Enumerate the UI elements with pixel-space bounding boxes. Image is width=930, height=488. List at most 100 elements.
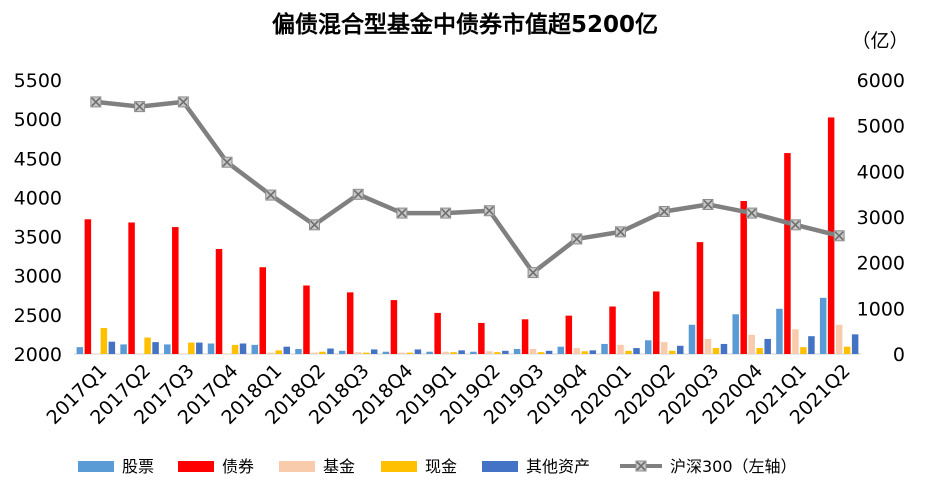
bar-现金 [712, 348, 720, 354]
legend-swatch [279, 461, 315, 472]
line-point [177, 96, 189, 108]
bar-其他资产 [283, 346, 290, 354]
right-tick-label: 5000 [857, 116, 905, 138]
left-tick-label: 3000 [14, 266, 62, 288]
bar-债券 [172, 227, 179, 354]
left-tick-label: 2000 [14, 344, 62, 366]
bar-债券 [259, 267, 266, 354]
bar-债券 [434, 312, 441, 354]
bar-现金 [537, 352, 545, 354]
legend-item: 沪深300（左轴） [620, 457, 797, 476]
line-point [483, 205, 495, 217]
left-tick-label: 3500 [14, 227, 62, 249]
bar-基金 [311, 352, 318, 354]
bar-股票 [557, 346, 565, 354]
line-point [658, 206, 670, 218]
line-point [352, 188, 364, 200]
bar-现金 [450, 352, 457, 354]
bar-现金 [581, 351, 589, 354]
bar-现金 [100, 327, 108, 354]
bar-基金 [442, 351, 449, 354]
legend-item: 债券 [178, 457, 254, 476]
bar-其他资产 [851, 334, 859, 354]
bar-债券 [84, 219, 92, 354]
bar-现金 [144, 337, 151, 354]
bar-债券 [390, 300, 398, 354]
bar-债券 [609, 306, 616, 354]
right-tick-label: 1000 [857, 298, 905, 320]
bar-现金 [625, 350, 632, 354]
bar-现金 [188, 342, 195, 354]
bar-基金 [792, 329, 799, 354]
bar-债券 [303, 285, 310, 354]
bar-基金 [354, 352, 362, 354]
line-point [702, 198, 714, 210]
legend-swatch [178, 461, 214, 472]
bar-股票 [732, 314, 739, 354]
bar-股票 [688, 324, 696, 354]
line-point [615, 226, 627, 238]
line-point [265, 189, 277, 201]
bar-债券 [128, 222, 135, 354]
line-point [746, 207, 758, 219]
bar-债券 [565, 315, 573, 354]
legend-item: 股票 [78, 457, 154, 476]
bar-现金 [843, 346, 851, 354]
left-tick-label: 5500 [14, 70, 62, 92]
bar-其他资产 [458, 350, 465, 354]
bar-现金 [231, 344, 239, 354]
left-axis: 2000 2500 3000 3500 4000 4500 5000 5500 [14, 70, 62, 366]
line-point [833, 230, 845, 242]
legend-item: 基金 [279, 457, 355, 476]
bar-股票 [426, 351, 433, 354]
bar-股票 [470, 351, 477, 354]
line-series [90, 96, 845, 279]
right-axis: 0 1000 2000 3000 4000 5000 6000 [857, 70, 905, 366]
legend-label: 债券 [222, 457, 254, 476]
bar-债券 [215, 248, 223, 354]
line-point [396, 207, 408, 219]
legend: 股票 债券 基金 现金 其他资产 沪深300（左轴） [78, 457, 797, 476]
legend-label: 沪深300（左轴） [670, 457, 797, 476]
line-point [571, 233, 583, 245]
bar-其他资产 [239, 343, 247, 354]
bar-其他资产 [327, 348, 334, 354]
bar-现金 [669, 350, 676, 354]
bar-基金 [529, 348, 537, 354]
bar-其他资产 [677, 345, 684, 354]
bar-其他资产 [370, 349, 378, 354]
bar-其他资产 [502, 350, 509, 354]
bar-债券 [478, 322, 485, 354]
bar-债券 [740, 201, 747, 354]
bar-股票 [645, 340, 652, 354]
bar-基金 [748, 334, 755, 354]
left-tick-label: 4500 [14, 148, 62, 170]
bar-其他资产 [808, 336, 815, 354]
bar-基金 [661, 342, 668, 354]
bar-债券 [653, 291, 660, 354]
bar-债券 [696, 242, 704, 354]
legend-swatch [381, 461, 417, 472]
bar-其他资产 [414, 349, 422, 354]
bar-基金 [835, 324, 843, 354]
bar-其他资产 [152, 342, 159, 354]
bar-现金 [756, 348, 763, 354]
line-point [308, 219, 320, 231]
x-axis: 2017Q12017Q22017Q32017Q42018Q12018Q22018… [43, 360, 855, 429]
bar-基金 [704, 338, 712, 354]
bar-股票 [601, 343, 608, 354]
left-tick-label: 2500 [14, 305, 62, 327]
bar-其他资产 [720, 343, 728, 354]
bar-股票 [164, 344, 171, 354]
bar-现金 [319, 351, 326, 354]
right-tick-label: 0 [893, 344, 905, 366]
bar-基金 [267, 352, 274, 354]
bar-债券 [521, 319, 529, 354]
line-point [789, 219, 801, 231]
legend-label: 股票 [122, 457, 154, 476]
bar-现金 [406, 352, 414, 354]
bar-股票 [251, 344, 258, 354]
legend-label: 基金 [323, 457, 355, 476]
line-point [134, 101, 146, 113]
